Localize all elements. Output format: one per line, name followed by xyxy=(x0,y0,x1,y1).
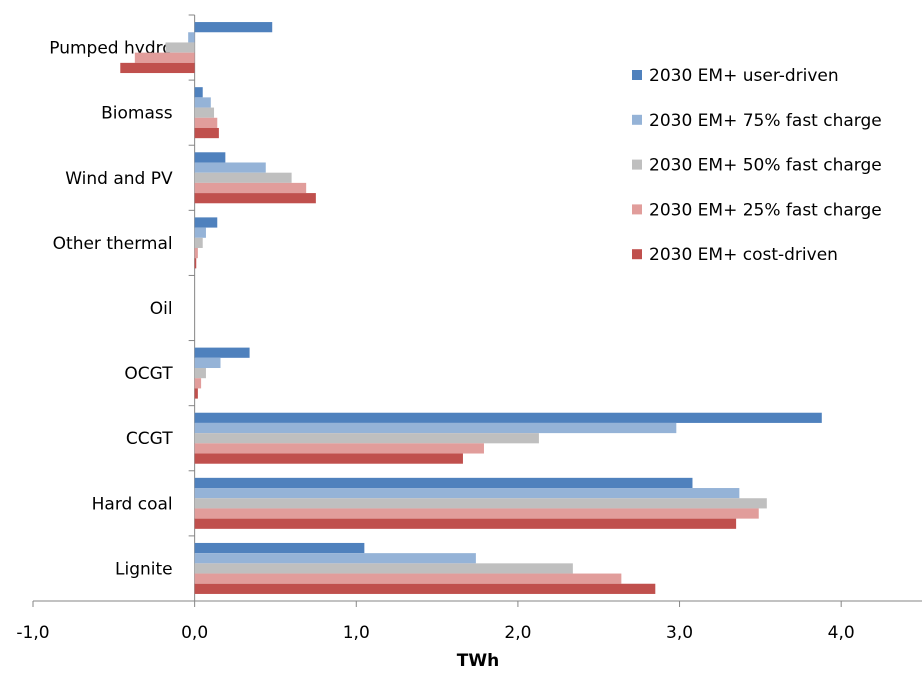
bar xyxy=(194,542,365,554)
legend-swatch xyxy=(632,114,642,125)
bar xyxy=(194,193,316,204)
bar xyxy=(194,553,476,564)
bar xyxy=(134,52,195,63)
x-tick-label: 3,0 xyxy=(666,623,693,643)
bar xyxy=(194,217,218,228)
bar xyxy=(194,378,202,389)
bar xyxy=(188,32,195,43)
legend-label: 2030 EM+ 75% fast charge xyxy=(649,111,882,131)
bar xyxy=(194,162,266,173)
bar xyxy=(194,412,822,423)
bar xyxy=(194,152,226,163)
bar xyxy=(165,42,195,53)
legend-label: 2030 EM+ user-driven xyxy=(649,66,839,86)
bar xyxy=(194,388,198,399)
y-tick-label: Wind and PV xyxy=(65,169,173,189)
bar xyxy=(194,182,307,194)
bar xyxy=(194,117,218,128)
bar xyxy=(194,22,273,33)
bar xyxy=(194,422,677,434)
bar xyxy=(194,107,215,118)
legend-swatch xyxy=(632,70,642,80)
bar xyxy=(194,563,573,574)
y-tick-label: Biomass xyxy=(101,104,173,124)
bar xyxy=(194,498,767,509)
legend-label: 2030 EM+ 25% fast charge xyxy=(649,200,882,220)
y-tick-label: Other thermal xyxy=(53,234,173,254)
x-tick-label: 4,0 xyxy=(828,623,855,643)
bar xyxy=(194,357,221,369)
bar xyxy=(194,97,211,108)
bar xyxy=(194,368,206,379)
legend-label: 2030 EM+ 50% fast charge xyxy=(649,156,882,176)
y-tick-label: Lignite xyxy=(115,559,173,579)
bar xyxy=(194,237,203,248)
x-tick-label: 0,0 xyxy=(181,623,208,643)
bar xyxy=(194,127,219,139)
legend-swatch xyxy=(632,159,642,170)
bar xyxy=(194,227,206,238)
bar xyxy=(120,62,195,74)
y-tick-label: CCGT xyxy=(126,429,173,449)
y-tick-label: Oil xyxy=(150,299,173,319)
bar xyxy=(194,347,250,358)
x-tick-label: -1,0 xyxy=(16,623,49,643)
bar xyxy=(194,488,740,499)
bar xyxy=(194,583,656,594)
bar xyxy=(194,87,203,98)
legend-swatch xyxy=(632,204,642,215)
y-tick-label: Hard coal xyxy=(92,494,173,514)
bar xyxy=(194,172,292,183)
bar xyxy=(194,508,759,519)
x-axis-title: TWh xyxy=(457,651,499,671)
bar xyxy=(194,443,484,454)
legend-swatch xyxy=(632,249,642,260)
y-tick-label: OCGT xyxy=(124,364,173,384)
bar xyxy=(194,573,622,584)
bar xyxy=(194,477,693,489)
x-tick-label: 2,0 xyxy=(504,623,531,643)
bar xyxy=(194,433,539,444)
x-tick-label: 1,0 xyxy=(343,623,370,643)
bar xyxy=(194,247,198,259)
bar xyxy=(194,258,197,269)
bar xyxy=(194,453,463,464)
bar xyxy=(194,518,737,529)
legend-label: 2030 EM+ cost-driven xyxy=(649,245,838,265)
